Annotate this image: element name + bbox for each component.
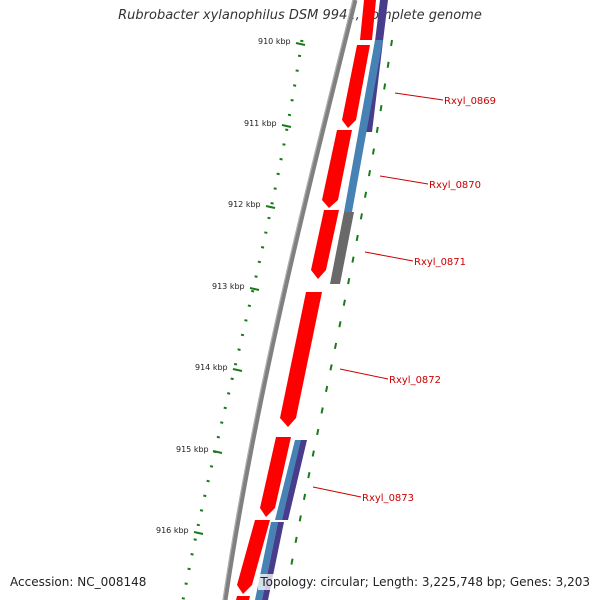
- ruler-tick-915: [212, 450, 223, 454]
- gene-label-0871[interactable]: Rxyl_0871: [414, 257, 466, 268]
- ruler-tick-label-914: 914 kbp: [195, 363, 228, 372]
- leader-line-0871: [364, 251, 414, 262]
- ruler-tick-label-910: 910 kbp: [258, 37, 291, 46]
- cds-arrow-0873-b: [237, 520, 270, 594]
- cog-band-gray-1: [330, 212, 354, 284]
- cds-arrow-0873-a: [260, 437, 291, 517]
- leader-line-0869: [394, 92, 444, 101]
- ruler-tick-label-911: 911 kbp: [244, 119, 277, 128]
- ruler-tick-911: [281, 124, 292, 128]
- accession-text: Accession: NC_008148: [8, 574, 149, 590]
- ruler-tick-label-915: 915 kbp: [176, 445, 209, 454]
- ruler-tick-910: [295, 42, 306, 46]
- leader-line-0873: [312, 486, 362, 498]
- ruler-tick-914: [232, 368, 243, 372]
- gene-label-0873[interactable]: Rxyl_0873: [362, 493, 414, 504]
- ruler-tick-912: [265, 205, 276, 209]
- cog-band-purple-2: [282, 440, 307, 520]
- cog-band-blue-1: [344, 40, 383, 212]
- cds-arrow-0869-a: [360, 0, 376, 40]
- ruler-tick-label-912: 912 kbp: [228, 200, 261, 209]
- ruler-tick-label-913: 913 kbp: [212, 282, 245, 291]
- leader-line-0870: [379, 175, 429, 185]
- gene-label-0869[interactable]: Rxyl_0869: [444, 96, 496, 107]
- genome-backbone-highlight: [222, 0, 354, 600]
- genome-backbone: [222, 0, 358, 600]
- cds-arrow-tail: [236, 596, 250, 600]
- ruler-tick-913: [249, 287, 260, 291]
- ruler-tick-916: [193, 531, 204, 535]
- cog-band-blue-2: [275, 440, 302, 520]
- leader-line-0872: [339, 368, 389, 380]
- map-title: Rubrobacter xylanophilus DSM 9941, compl…: [118, 8, 482, 23]
- cds-arrow-0871: [311, 210, 339, 279]
- genome-summary-text: Topology: circular; Length: 3,225,748 bp…: [258, 574, 592, 590]
- cds-arrow-0872: [280, 292, 322, 427]
- gene-label-0872[interactable]: Rxyl_0872: [389, 375, 441, 386]
- ruler-tick-label-916: 916 kbp: [156, 526, 189, 535]
- ruler-dotted-arc: [181, 39, 304, 600]
- cds-arrow-0869-b: [342, 45, 370, 128]
- gene-label-0870[interactable]: Rxyl_0870: [429, 180, 481, 191]
- cds-arrow-0870: [322, 130, 352, 208]
